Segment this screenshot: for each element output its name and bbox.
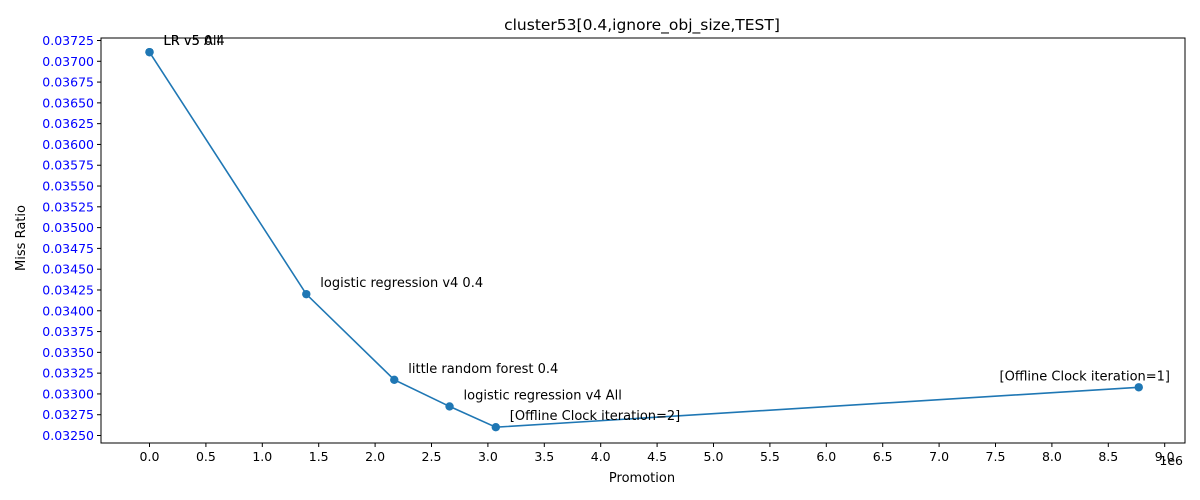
plot-frame	[100, 37, 1186, 444]
y-tick-label: 0.03375	[42, 324, 94, 339]
y-tick-label: 0.03625	[42, 116, 94, 131]
y-tick-label: 0.03650	[42, 95, 94, 110]
y-tick-label: 0.03325	[42, 366, 94, 381]
x-tick-label: 4.0	[591, 449, 611, 464]
x-axis: 0.0 0.5 1.0 1.5 2.0 2.5 3.0 3.5 4.0 4.5 5.0 5.5 6.0 6…	[140, 443, 1175, 464]
y-tick-label: 0.03700	[42, 54, 94, 69]
y-tick-label: 0.03725	[42, 33, 94, 48]
data-point-label: logistic regression v4 0.4	[320, 276, 483, 291]
x-tick-label: 5.0	[704, 449, 724, 464]
data-point-label: LR v5 0.4	[164, 34, 225, 49]
x-tick-label: 6.0	[816, 449, 836, 464]
y-tick-label: 0.03300	[42, 386, 94, 401]
y-tick-label: 0.03275	[42, 407, 94, 422]
series-line	[148, 51, 1139, 429]
data-point	[491, 422, 500, 432]
data-point	[145, 47, 154, 57]
y-axis: 0.03250 0.03275 0.03300 0.03325 0.03350 0.033…	[42, 33, 101, 443]
x-tick-label: 8.5	[1098, 449, 1118, 464]
data-point-label: logistic regression v4 All	[464, 388, 622, 403]
y-tick-label: 0.03575	[42, 158, 94, 173]
data-point-label: [Offline Clock iteration=2]	[510, 409, 680, 424]
x-axis-offset-label: 1e6	[1159, 453, 1183, 468]
x-tick-label: 3.0	[478, 449, 498, 464]
x-tick-label: 2.5	[422, 449, 442, 464]
y-tick-label: 0.03600	[42, 137, 94, 152]
x-tick-label: 0.5	[196, 449, 216, 464]
y-tick-label: 0.03400	[42, 303, 94, 318]
x-tick-label: 5.5	[760, 449, 780, 464]
y-tick-label: 0.03550	[42, 179, 94, 194]
y-tick-label: 0.03250	[42, 428, 94, 443]
y-tick-label: 0.03675	[42, 75, 94, 90]
x-tick-label: 2.0	[365, 449, 385, 464]
y-tick-label: 0.03525	[42, 199, 94, 214]
data-point	[302, 289, 311, 299]
data-point-label: [Offline Clock iteration=1]	[1000, 369, 1170, 384]
plot-area	[145, 47, 1143, 432]
y-tick-label: 0.03450	[42, 262, 94, 277]
x-tick-label: 3.5	[534, 449, 554, 464]
y-tick-label: 0.03500	[42, 220, 94, 235]
y-tick-label: 0.03350	[42, 345, 94, 360]
x-tick-label: 7.5	[986, 449, 1006, 464]
y-tick-label: 0.03475	[42, 241, 94, 256]
data-point	[445, 402, 454, 411]
x-tick-label: 8.0	[1042, 449, 1062, 464]
chart-title: cluster53[0.4,ignore_obj_size,TEST]	[504, 16, 780, 35]
x-tick-label: 6.5	[873, 449, 893, 464]
data-point	[1134, 383, 1143, 392]
x-tick-label: 1.0	[252, 449, 272, 464]
x-tick-label: 9.0	[1155, 449, 1175, 464]
y-axis-label: Miss Ratio	[14, 205, 29, 271]
data-point	[390, 375, 399, 384]
x-tick-label: 4.5	[647, 449, 667, 464]
y-tick-label: 0.03425	[42, 282, 94, 297]
x-tick-label: 1.5	[309, 449, 329, 464]
x-tick-label: 0.0	[140, 449, 160, 464]
data-point-label: LR v5 All	[164, 34, 221, 49]
x-axis-label: Promotion	[609, 471, 675, 486]
data-point-label: little random forest 0.4	[408, 362, 558, 377]
x-tick-label: 7.0	[929, 449, 949, 464]
